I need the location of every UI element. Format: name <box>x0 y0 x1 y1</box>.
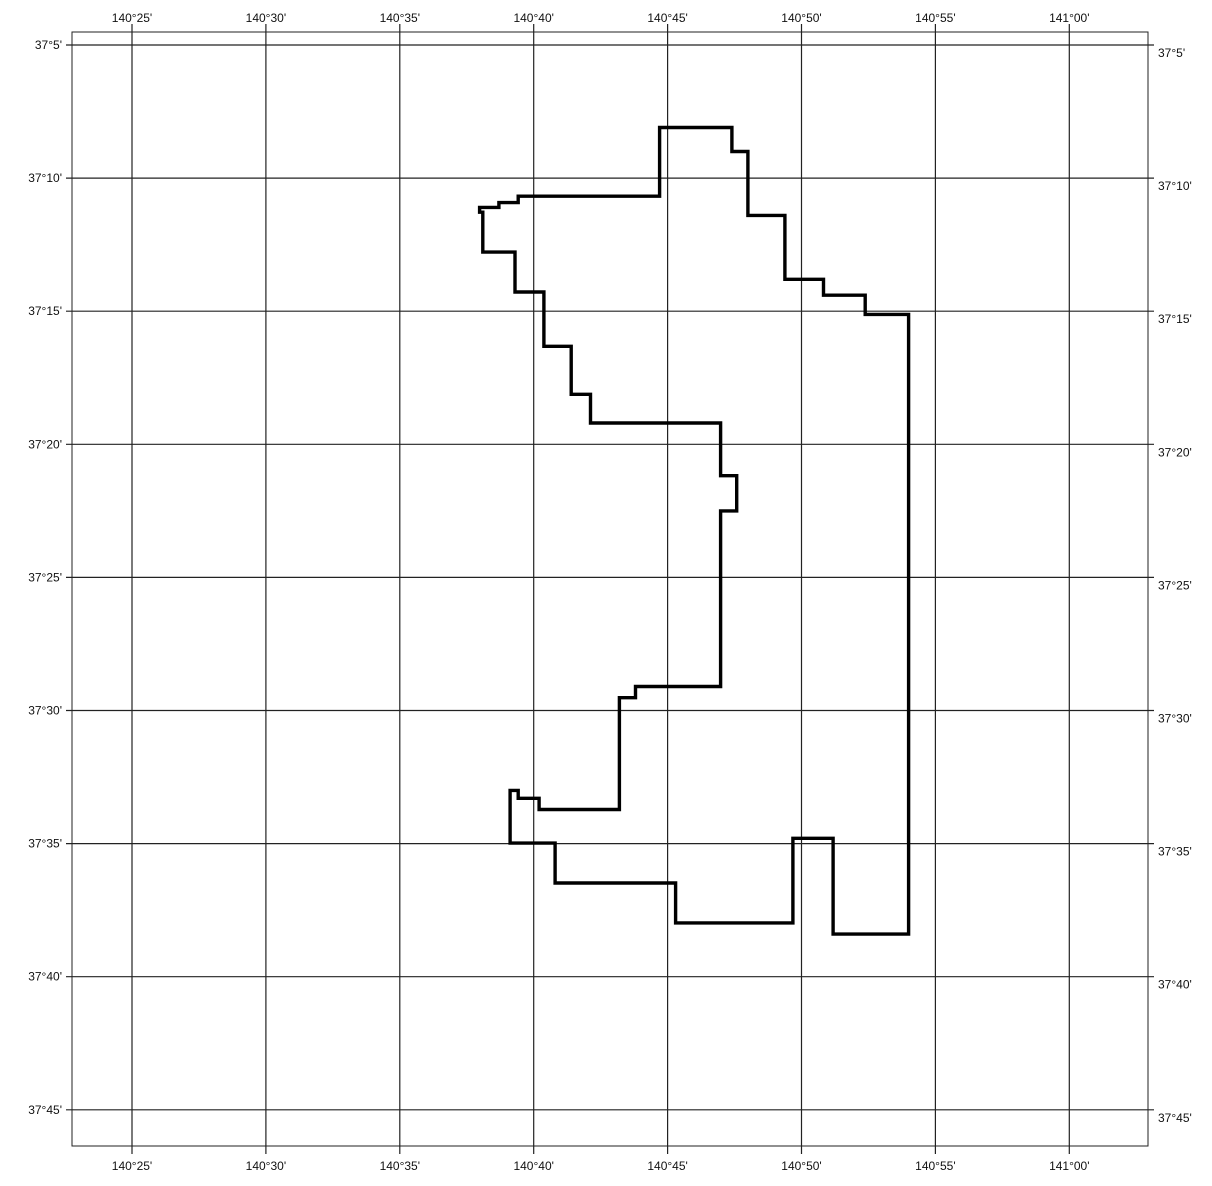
graticule <box>66 24 1154 1154</box>
bottom-longitude-label: 140°50' <box>781 1159 821 1173</box>
bottom-longitude-label: 140°55' <box>915 1159 955 1173</box>
bottom-longitude-label: 140°25' <box>112 1159 152 1173</box>
left-latitude-label: 37°15' <box>28 304 62 318</box>
bottom-longitude-label: 140°30' <box>246 1159 286 1173</box>
left-latitude-label: 37°30' <box>28 704 62 718</box>
map-border <box>71 31 1149 1147</box>
top-longitude-label: 140°30' <box>246 11 286 25</box>
right-latitude-label: 37°15' <box>1158 312 1192 326</box>
right-latitude-label: 37°20' <box>1158 445 1192 459</box>
bottom-longitude-label: 140°40' <box>513 1159 553 1173</box>
top-longitude-label: 140°50' <box>781 11 821 25</box>
left-latitude-label: 37°45' <box>28 1103 62 1117</box>
right-latitude-label: 37°45' <box>1158 1111 1192 1125</box>
bottom-longitude-label: 140°35' <box>380 1159 420 1173</box>
right-latitude-label: 37°30' <box>1158 712 1192 726</box>
bottom-longitude-label: 141°00' <box>1049 1159 1089 1173</box>
top-longitude-label: 140°40' <box>513 11 553 25</box>
coordinate-labels: 140°25' 140°30' 140°35' 140°40' 140°45' 140°5… <box>28 11 1192 1173</box>
top-longitude-label: 140°55' <box>915 11 955 25</box>
left-latitude-label: 37°20' <box>28 437 62 451</box>
right-latitude-label: 37°10' <box>1158 179 1192 193</box>
left-latitude-label: 37°40' <box>28 970 62 984</box>
top-longitude-label: 140°45' <box>647 11 687 25</box>
right-latitude-label: 37°35' <box>1158 845 1192 859</box>
left-latitude-label: 37°10' <box>28 171 62 185</box>
right-latitude-label: 37°40' <box>1158 978 1192 992</box>
right-latitude-label: 37°5' <box>1158 46 1185 60</box>
map-frame <box>71 31 1149 1147</box>
boundary-polygon <box>477 125 911 936</box>
left-latitude-label: 37°25' <box>28 570 62 584</box>
top-longitude-label: 140°25' <box>112 11 152 25</box>
left-latitude-label: 37°35' <box>28 837 62 851</box>
top-longitude-label: 141°00' <box>1049 11 1089 25</box>
top-longitude-label: 140°35' <box>380 11 420 25</box>
bottom-longitude-label: 140°45' <box>647 1159 687 1173</box>
left-latitude-label: 37°5' <box>35 38 62 52</box>
area-boundary <box>477 125 911 936</box>
right-latitude-label: 37°25' <box>1158 578 1192 592</box>
